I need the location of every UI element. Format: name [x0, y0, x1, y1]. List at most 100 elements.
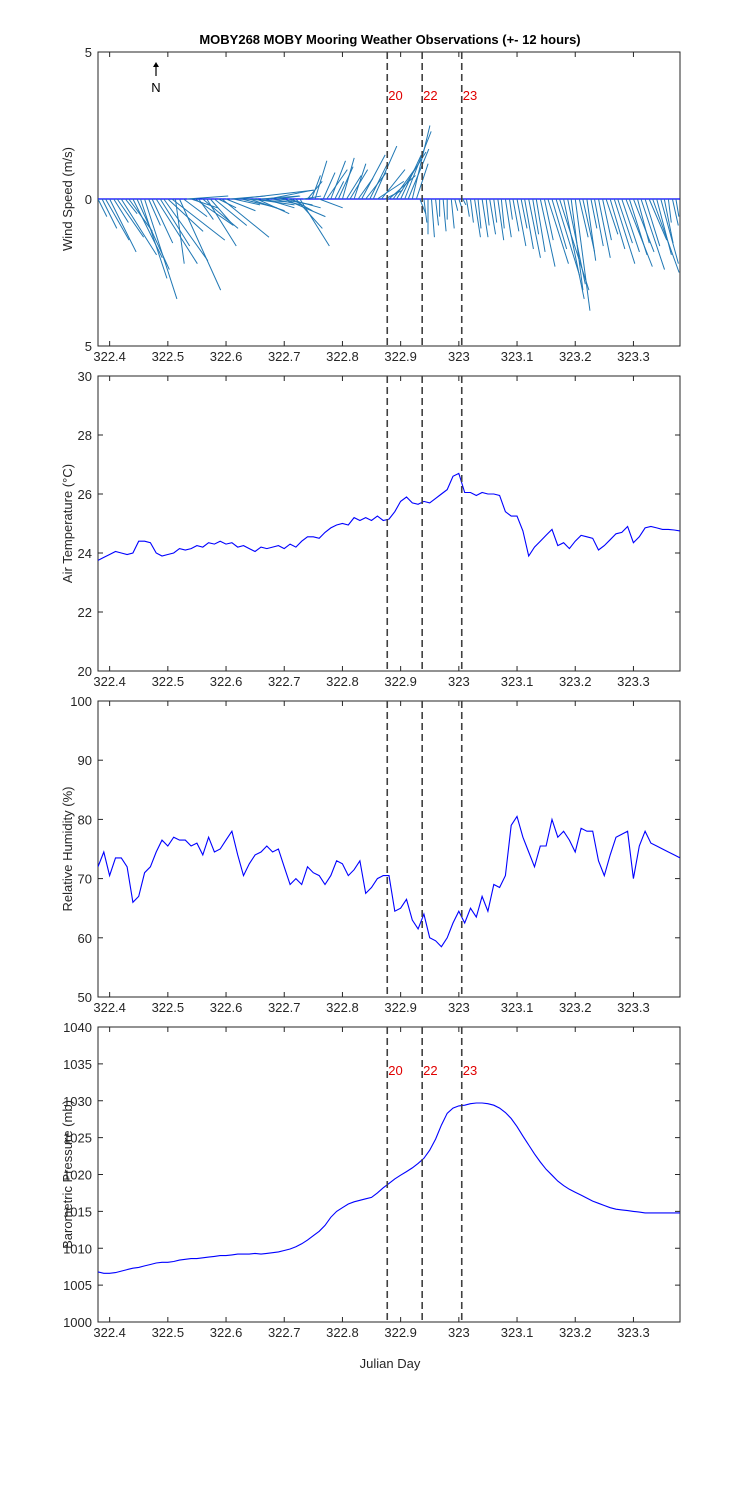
wind-vector [202, 198, 239, 229]
wind-vector [276, 195, 301, 200]
x-tick-label: 323 [448, 1325, 470, 1340]
y-tick-label: 70 [78, 872, 92, 887]
plots: 322.4 322.5 322.6 322.7 322.8 322.9 323 323.1 32… [60, 45, 681, 1340]
y-tick-label: 1005 [63, 1278, 92, 1293]
y-tick-label: 22 [78, 605, 92, 620]
wind-vector [109, 198, 137, 253]
x-tick-label: 322.7 [268, 349, 301, 364]
y-tick-label: 100 [70, 694, 92, 709]
wind-vector [469, 198, 474, 223]
wind-vector [299, 198, 330, 247]
wind-vector [190, 198, 218, 209]
y-tick-label: 5 [85, 45, 92, 60]
y-axis-label: Barometric Pressure (mb) [60, 1100, 75, 1249]
wind-vector [485, 198, 490, 226]
wind-vector [582, 198, 596, 253]
panel-wind: 322.4 322.5 322.6 322.7 322.8 322.9 323 323.1 32… [60, 45, 681, 364]
wind-vector [155, 198, 198, 264]
x-tick-label: 322.9 [384, 674, 417, 689]
wind-vector [120, 198, 157, 256]
wind-vector [264, 198, 295, 209]
x-tick-label: 323.2 [559, 1325, 592, 1340]
wind-vector [163, 198, 209, 262]
wind-vector [644, 198, 661, 247]
wind-vector [493, 198, 498, 223]
x-tick-label: 322.8 [326, 674, 359, 689]
y-tick-label: 1030 [63, 1094, 92, 1109]
wind-vector [640, 198, 666, 270]
x-tick-label: 322.5 [152, 349, 185, 364]
wind-vector [159, 198, 191, 247]
wind-vector [465, 198, 470, 217]
wind-vector [206, 198, 237, 247]
wind-vector [284, 198, 326, 218]
y-tick-label: 24 [78, 546, 92, 561]
plot-area [98, 472, 680, 561]
wind-vector [124, 198, 138, 215]
wind-vector [101, 198, 118, 229]
wind-vector [598, 198, 611, 258]
wind-vector [225, 198, 256, 212]
x-tick-label: 323.3 [617, 674, 650, 689]
x-tick-label: 322.6 [210, 349, 243, 364]
wind-vector [377, 180, 405, 200]
wind-vector [237, 189, 315, 200]
wind-vector [435, 198, 439, 226]
event-marker-label: 23 [463, 88, 477, 103]
x-tick-label: 322.4 [93, 1325, 126, 1340]
wind-vector [489, 198, 497, 235]
x-tick-label: 322.5 [152, 674, 185, 689]
wind-vector [497, 198, 505, 241]
y-tick-label: 1020 [63, 1168, 92, 1183]
y-tick-label: 0 [85, 192, 92, 207]
x-tick-label: 322.4 [93, 349, 126, 364]
y-tick-label: 80 [78, 812, 92, 827]
wind-vector [555, 198, 581, 276]
wind-vector [462, 198, 467, 206]
plot-area [98, 815, 680, 948]
wind-vector [411, 125, 431, 200]
y-tick-label: 60 [78, 931, 92, 946]
wind-vector [578, 198, 589, 238]
wind-vector [183, 198, 208, 218]
wind-vector [268, 189, 313, 200]
wind-vector [574, 198, 591, 311]
y-axis-label: Wind Speed (m/s) [60, 147, 75, 251]
x-tick-label: 322.6 [210, 1000, 243, 1015]
wind-vector [524, 198, 534, 250]
x-tick-label: 322.9 [384, 349, 417, 364]
wind-vector [272, 198, 303, 206]
wind-vector [520, 198, 528, 229]
series-line-air_temperature [98, 472, 680, 561]
wind-vector [508, 198, 513, 220]
wind-vector [481, 198, 489, 238]
x-tick-label: 322.9 [384, 1000, 417, 1015]
wind-vector [233, 198, 261, 206]
wind-vector [474, 198, 481, 238]
wind-vector [381, 169, 406, 200]
wind-vector [563, 198, 585, 300]
wind-vector [221, 198, 270, 238]
wind-vector [148, 198, 161, 226]
wind-vector [628, 198, 648, 256]
wind-vector [198, 198, 214, 220]
y-tick-label: 1040 [63, 1020, 92, 1035]
wind-vector [516, 198, 527, 247]
north-label: N [151, 80, 160, 95]
wind-vector [559, 198, 590, 291]
wind-vector [256, 198, 290, 215]
x-tick-label: 322.8 [326, 349, 359, 364]
wind-vector [116, 198, 145, 238]
wind-vector [675, 198, 680, 217]
x-tick-label: 323.1 [501, 1325, 534, 1340]
wind-vector [291, 198, 313, 212]
x-tick-label: 322.8 [326, 1325, 359, 1340]
series-line-barometric_pressure [98, 1102, 680, 1274]
wind-vector [144, 198, 178, 300]
wind-vector [404, 131, 432, 200]
x-tick-label: 323.2 [559, 1000, 592, 1015]
wind-vector [648, 198, 668, 241]
wind-vector [500, 198, 505, 229]
wind-vector [477, 198, 482, 229]
wind-vector [442, 198, 447, 232]
